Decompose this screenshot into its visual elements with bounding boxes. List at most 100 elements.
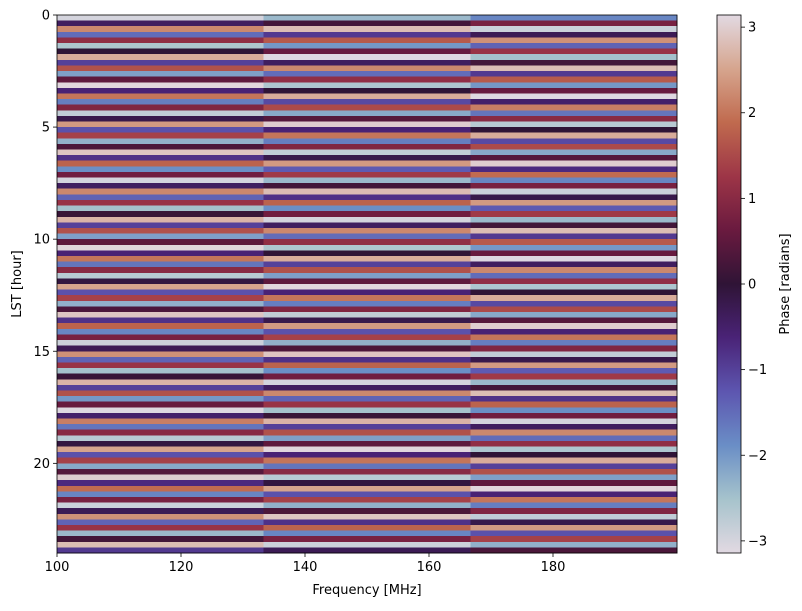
- heatmap-cell: [470, 474, 678, 481]
- heatmap-cell: [263, 340, 471, 347]
- heatmap-cell: [57, 508, 265, 515]
- heatmap-cell: [263, 323, 471, 330]
- heatmap-cell: [470, 306, 678, 313]
- heatmap-cell: [470, 188, 678, 195]
- heatmap-cell: [470, 513, 678, 520]
- heatmap-cell: [57, 295, 265, 302]
- heatmap-cell: [57, 115, 265, 123]
- colorbar-tick-label: 0: [748, 278, 756, 293]
- heatmap-cell: [263, 345, 471, 352]
- heatmap-cell: [470, 396, 678, 403]
- heatmap-cell: [57, 278, 265, 285]
- heatmap-cell: [263, 255, 471, 263]
- heatmap-cell: [470, 452, 678, 459]
- heatmap-cell: [470, 183, 678, 190]
- heatmap-cell: [470, 65, 678, 72]
- y-tick-label: 15: [33, 345, 50, 360]
- heatmap-cell: [57, 250, 265, 257]
- heatmap-cell: [263, 65, 471, 72]
- heatmap-cell: [263, 171, 471, 179]
- heatmap-cell: [470, 379, 678, 386]
- heatmap-cell: [263, 480, 471, 487]
- heatmap-cell: [470, 194, 678, 201]
- heatmap-cell: [57, 127, 265, 134]
- heatmap-cell: [263, 457, 471, 464]
- heatmap-cell: [263, 496, 471, 504]
- heatmap-cell: [263, 424, 471, 431]
- heatmap-cell: [470, 480, 678, 487]
- heatmap-cell: [470, 43, 678, 50]
- heatmap-cell: [263, 233, 471, 240]
- heatmap-cell: [57, 530, 265, 537]
- heatmap-cell: [470, 177, 678, 184]
- heatmap-cell: [263, 211, 471, 218]
- heatmap-cell: [470, 54, 678, 61]
- heatmap-cell: [57, 31, 265, 39]
- heatmap-cell: [57, 233, 265, 240]
- heatmap-cell: [57, 166, 265, 173]
- heatmap-cell: [470, 295, 678, 302]
- heatmap-cell: [57, 15, 265, 22]
- heatmap-cell: [263, 93, 471, 100]
- heatmap-cell: [470, 440, 678, 448]
- y-axis-label: LST [hour]: [10, 250, 25, 318]
- heatmap-cell: [57, 536, 265, 543]
- heatmap-cell: [263, 356, 471, 364]
- heatmap-cell: [263, 87, 471, 95]
- heatmap-cell: [470, 401, 678, 408]
- heatmap-cell: [263, 502, 471, 509]
- heatmap-cell: [470, 424, 678, 431]
- heatmap-cell: [57, 199, 265, 207]
- heatmap-cell: [263, 519, 471, 526]
- heatmap-cell: [263, 468, 471, 476]
- heatmap-cell: [470, 132, 678, 139]
- heatmap-cell: [263, 530, 471, 537]
- heatmap-cell: [470, 155, 678, 162]
- heatmap-cell: [470, 160, 678, 167]
- heatmap-cell: [57, 390, 265, 397]
- heatmap-cell: [470, 244, 678, 251]
- heatmap-cell: [263, 379, 471, 386]
- x-tick-label: 140: [293, 560, 318, 575]
- heatmap-cell: [263, 188, 471, 195]
- y-tick-label: 5: [42, 121, 50, 136]
- heatmap-cell: [470, 317, 678, 324]
- heatmap-cell: [263, 104, 471, 111]
- heatmap-cell: [263, 177, 471, 184]
- heatmap-cell: [57, 306, 265, 313]
- heatmap-cell: [57, 356, 265, 364]
- heatmap-cell: [57, 379, 265, 386]
- heatmap-cell: [263, 452, 471, 459]
- colorbar-tick-label: −2: [748, 449, 767, 464]
- heatmap-cell: [263, 312, 471, 319]
- heatmap-cell: [57, 300, 265, 308]
- heatmap-cell: [470, 340, 678, 347]
- heatmap-cell: [470, 524, 678, 532]
- heatmap-cell: [263, 390, 471, 397]
- heatmap-cell: [470, 496, 678, 504]
- colorbar-tick-label: 2: [748, 106, 756, 121]
- heatmap-cell: [57, 429, 265, 436]
- y-tick-label: 20: [33, 457, 50, 472]
- heatmap-cell: [57, 474, 265, 481]
- heatmap-cell: [263, 429, 471, 436]
- heatmap-cell: [263, 76, 471, 83]
- heatmap-cell: [470, 121, 678, 128]
- heatmap-cell: [57, 340, 265, 347]
- heatmap-cell: [263, 132, 471, 139]
- heatmap-cell: [470, 541, 678, 548]
- heatmap-cell: [470, 418, 678, 425]
- heatmap-cell: [470, 300, 678, 308]
- heatmap-cell: [470, 31, 678, 39]
- heatmap-cell: [470, 20, 678, 27]
- heatmap-cell: [57, 457, 265, 464]
- heatmap-cell: [470, 491, 678, 498]
- heatmap-cell: [263, 127, 471, 134]
- heatmap-cell: [57, 418, 265, 425]
- heatmap-cell: [57, 396, 265, 403]
- heatmap-cell: [57, 37, 265, 44]
- heatmap-cell: [470, 502, 678, 509]
- heatmap-cell: [57, 384, 265, 392]
- heatmap-cell: [57, 171, 265, 179]
